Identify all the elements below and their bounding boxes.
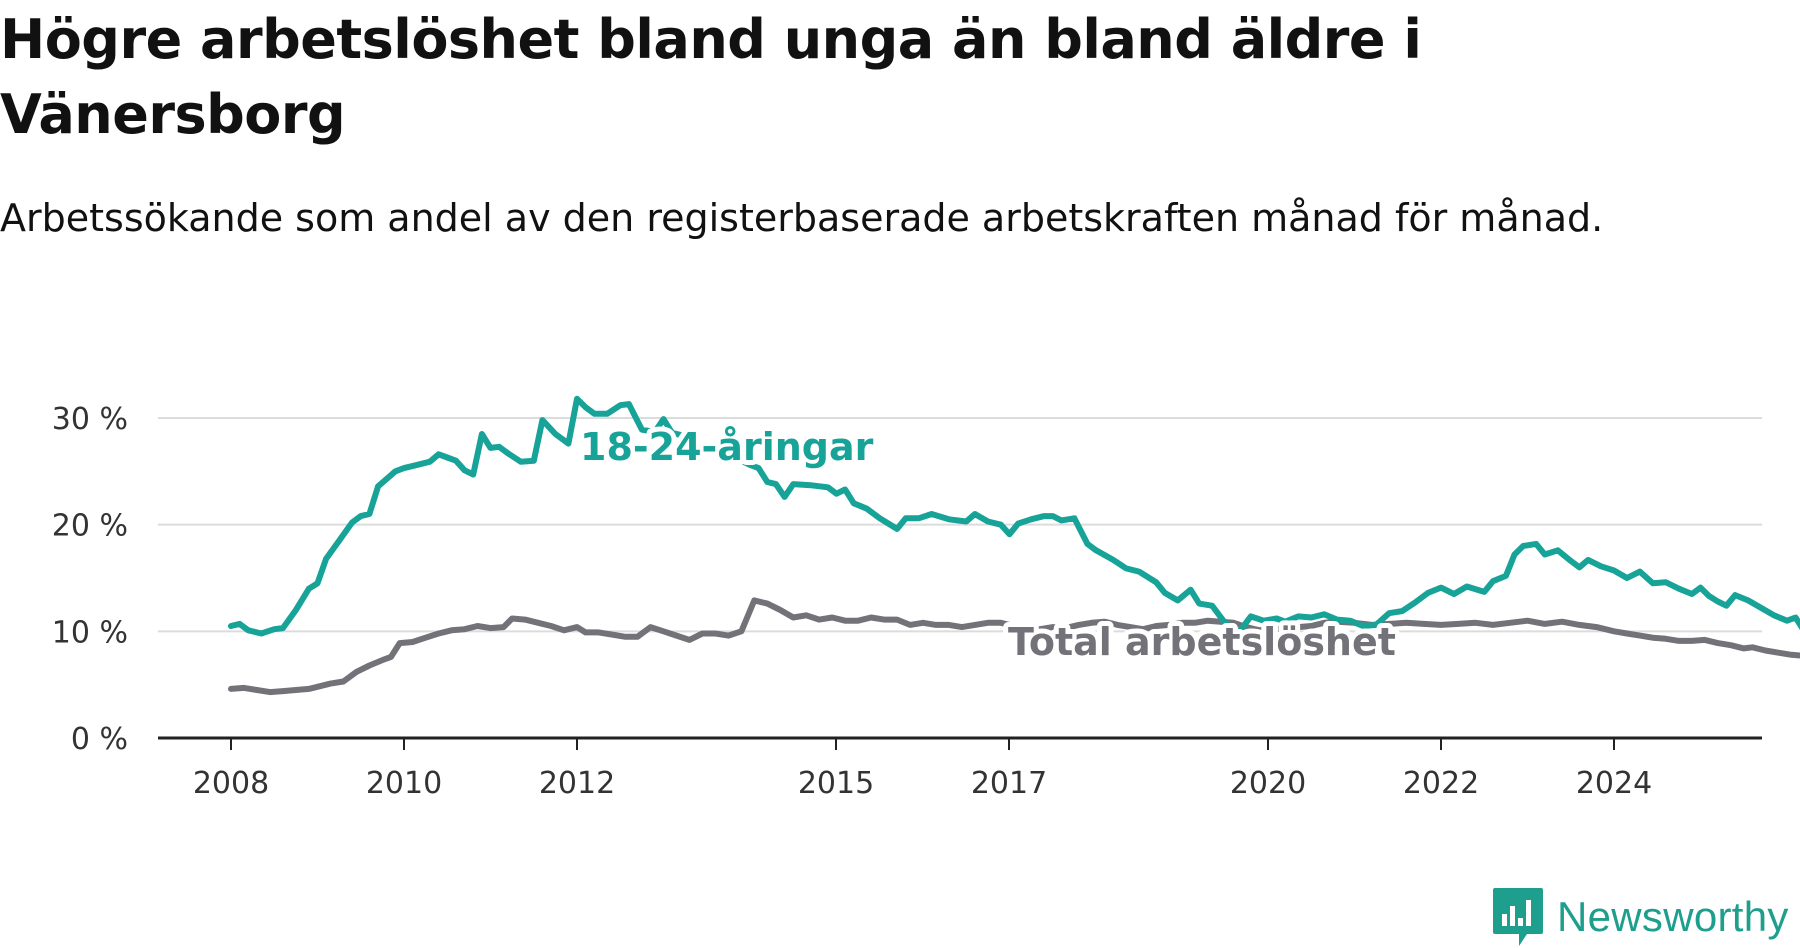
x-tick-label: 2012 xyxy=(539,766,615,801)
y-tick-label: 10 % xyxy=(52,615,128,650)
series-line-0 xyxy=(228,395,1800,637)
y-tick-label: 30 % xyxy=(52,402,128,437)
x-tick-label: 2022 xyxy=(1403,766,1479,801)
y-axis-ticks: 0 % 10 % 20 % 30 % xyxy=(52,402,128,757)
x-tick-label: 2008 xyxy=(193,766,269,801)
x-axis: 2008 2010 2012 2015 2017 2020 2022 2024 xyxy=(158,736,1762,801)
gridlines xyxy=(158,417,1762,633)
chart-subtitle: Arbetssökande som andel av den registerb… xyxy=(0,196,1604,240)
y-tick-label: 20 % xyxy=(52,509,128,544)
chart-title: Högre arbetslöshet bland unga än bland ä… xyxy=(0,8,1422,146)
x-tick-label: 2015 xyxy=(798,766,874,801)
series-label-total: Total arbetslöshet xyxy=(1008,620,1396,664)
x-tick-label: 2017 xyxy=(971,766,1047,801)
x-tick-label: 2020 xyxy=(1230,766,1306,801)
y-tick-label: 0 % xyxy=(71,722,128,757)
brand-name: Newsworthy xyxy=(1557,893,1789,940)
series-label-young: 18-24-åringar xyxy=(580,425,874,469)
series-lines xyxy=(228,395,1800,696)
x-tick-label: 2010 xyxy=(366,766,442,801)
newsworthy-logo-icon xyxy=(1493,888,1543,946)
newsworthy-brand[interactable]: Newsworthy xyxy=(1493,888,1789,946)
x-tick-label: 2024 xyxy=(1576,766,1652,801)
series-line-1 xyxy=(228,597,1800,696)
